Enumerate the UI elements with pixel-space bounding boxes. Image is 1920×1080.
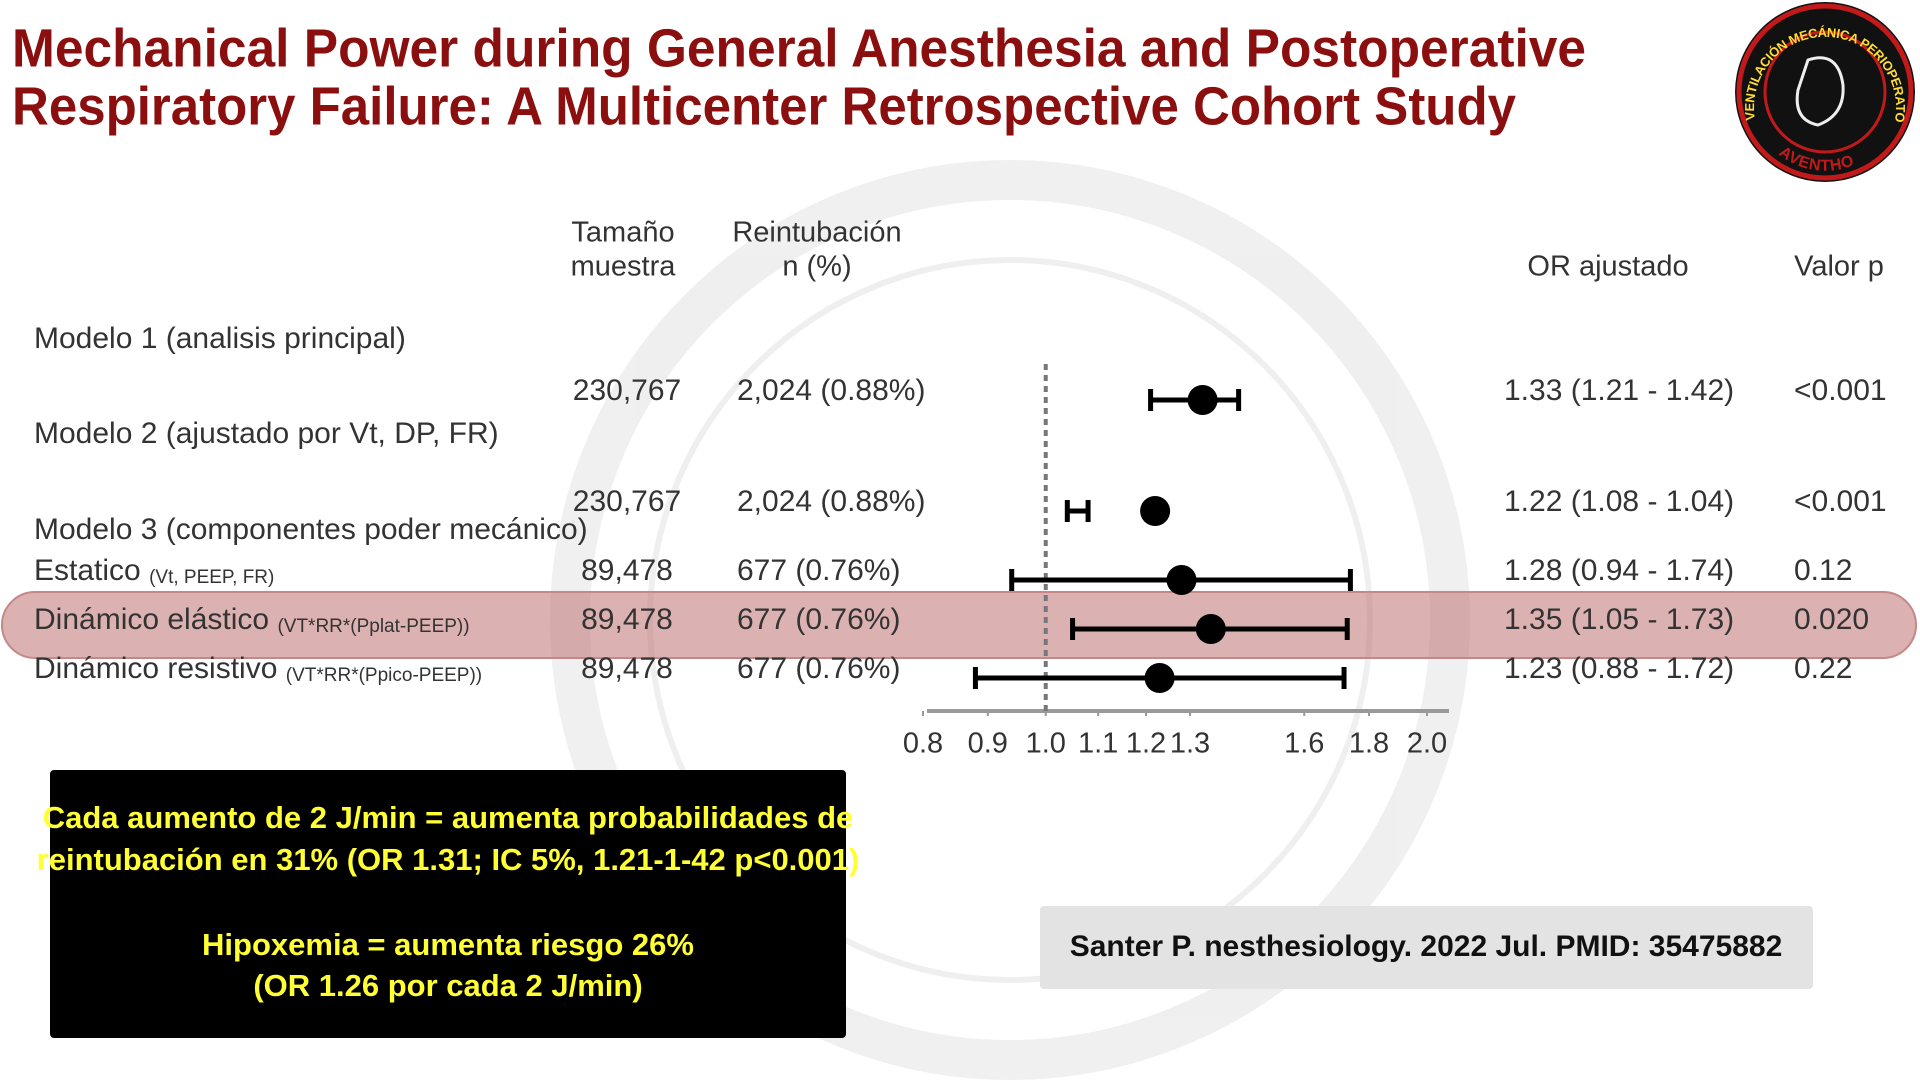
title-line: Mechanical Power during General Anesthes… (12, 18, 1586, 78)
row-label-main: Dinámico resistivo (34, 652, 277, 685)
note-line: (OR 1.26 por cada 2 J/min) (253, 968, 642, 1003)
column-header: OR ajustado (1527, 251, 1688, 283)
column-header: muestra (571, 251, 677, 283)
x-tick-label: 1.6 (1284, 728, 1324, 760)
events: 677 (0.76%) (737, 554, 900, 587)
point-estimate (1187, 385, 1218, 415)
x-tick-label: 0.9 (968, 728, 1008, 760)
events: 2,024 (0.88%) (737, 374, 925, 407)
x-tick-label: 1.3 (1170, 728, 1210, 760)
row-label: Dinámico resistivo (VT*RR*(Ppico-PEEP)) (34, 652, 482, 686)
model-heading: Modelo 1 (analisis principal) (34, 322, 406, 355)
highlight-band (1, 591, 1917, 659)
column-header: Reintubación (732, 217, 901, 249)
sample-size: 89,478 (581, 554, 673, 587)
model-heading: Modelo 2 (ajustado por Vt, DP, FR) (34, 417, 499, 450)
row-label-main: Dinámico elástico (34, 603, 269, 636)
row-label-main: Estatico (34, 554, 141, 587)
p-value: <0.001 (1794, 485, 1887, 518)
p-value: 0.22 (1794, 652, 1852, 685)
row-sublabel: (VT*RR*(Ppico-PEEP)) (286, 665, 482, 686)
or-text: 1.22 (1.08 - 1.04) (1504, 485, 1734, 518)
row-label: Dinámico elástico (VT*RR*(Pplat-PEEP)) (34, 603, 470, 637)
or-text: 1.28 (0.94 - 1.74) (1504, 554, 1734, 587)
notes-box (50, 770, 846, 1038)
note-line: Hipoxemia = aumenta riesgo 26% (202, 927, 694, 962)
title-line: Respiratory Failure: A Multicenter Retro… (12, 76, 1516, 136)
x-tick-label: 1.8 (1349, 728, 1389, 760)
x-tick-label: 1.2 (1126, 728, 1166, 760)
citation-box (1040, 906, 1813, 989)
x-tick-label: 2.0 (1407, 728, 1447, 760)
p-value: 0.12 (1794, 554, 1852, 587)
sample-size: 230,767 (573, 374, 681, 407)
events: 677 (0.76%) (737, 603, 900, 636)
or-text: 1.23 (0.88 - 1.72) (1504, 652, 1734, 685)
row-label: Estatico (Vt, PEEP, FR) (34, 554, 274, 588)
x-tick-label: 1.1 (1078, 728, 1118, 760)
or-text: 1.33 (1.21 - 1.42) (1504, 374, 1734, 407)
or-text: 1.35 (1.05 - 1.73) (1504, 603, 1734, 636)
point-estimate (1195, 614, 1226, 644)
column-header: n (%) (782, 251, 851, 283)
note-line: Cada aumento de 2 J/min = aumenta probab… (43, 800, 854, 835)
column-header: Valor p (1794, 251, 1884, 283)
point-estimate (1144, 663, 1175, 693)
row-sublabel: (VT*RR*(Pplat-PEEP)) (277, 616, 469, 637)
row-sublabel: (Vt, PEEP, FR) (149, 567, 274, 588)
point-estimate (1166, 565, 1197, 595)
sample-size: 230,767 (573, 485, 681, 518)
point-estimate (1140, 496, 1171, 526)
column-header: Tamaño (571, 217, 674, 249)
x-tick-label: 0.8 (903, 728, 943, 760)
events: 2,024 (0.88%) (737, 485, 925, 518)
sample-size: 89,478 (581, 652, 673, 685)
note-line: reintubación en 31% (OR 1.31; IC 5%, 1.2… (37, 842, 860, 877)
x-tick-label: 1.0 (1026, 728, 1066, 760)
p-value: <0.001 (1794, 374, 1887, 407)
model-heading: Modelo 3 (componentes poder mecánico) (34, 513, 588, 546)
citation: Santer P. nesthesiology. 2022 Jul. PMID:… (1070, 930, 1783, 963)
sample-size: 89,478 (581, 603, 673, 636)
p-value: 0.020 (1794, 603, 1869, 636)
events: 677 (0.76%) (737, 652, 900, 685)
